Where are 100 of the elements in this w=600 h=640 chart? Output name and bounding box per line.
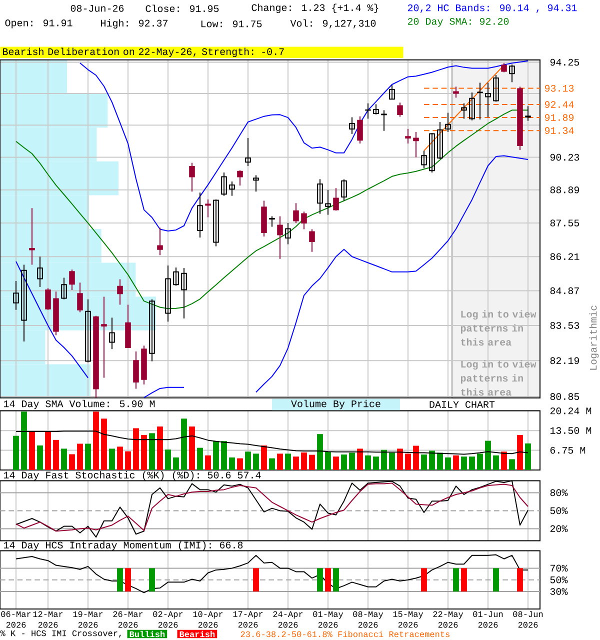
bar bbox=[141, 434, 147, 470]
chart-title: 14 Day SMA Volume: 5.90 M bbox=[4, 400, 155, 410]
candlestick bbox=[69, 269, 75, 291]
bar bbox=[45, 431, 51, 470]
y-tick-label: 84.87 bbox=[550, 287, 579, 294]
bar bbox=[469, 456, 475, 470]
bar bbox=[85, 444, 91, 470]
ref-line-label: 92.44 bbox=[544, 101, 574, 108]
ref-line-label: 93.13 bbox=[544, 84, 574, 92]
bar bbox=[357, 448, 363, 470]
bar bbox=[341, 454, 347, 470]
candlestick bbox=[149, 298, 155, 362]
bar bbox=[333, 456, 339, 470]
x-tick-label: 08-Jun 2026 bbox=[513, 611, 543, 628]
ref-line-label: 91.89 bbox=[544, 114, 574, 121]
candlestick bbox=[469, 92, 475, 121]
y-tick-label: 87.55 bbox=[550, 220, 580, 226]
bar bbox=[509, 459, 515, 470]
bar bbox=[157, 426, 163, 470]
bar bbox=[309, 454, 315, 470]
bar bbox=[77, 444, 83, 470]
candlestick bbox=[29, 208, 35, 266]
bar bbox=[437, 452, 443, 470]
bar bbox=[285, 454, 291, 470]
x-tick-label: 17-Apr 2026 bbox=[233, 611, 263, 628]
candlestick bbox=[485, 82, 491, 118]
chart-subtitle: Bearish Deliberation on 22-May-26, Strength: -0.7 bbox=[3, 48, 284, 58]
bar bbox=[221, 441, 227, 470]
bar bbox=[117, 446, 123, 470]
bar bbox=[325, 452, 331, 470]
candlestick bbox=[157, 227, 163, 256]
candlestick bbox=[301, 211, 307, 230]
candlestick bbox=[333, 188, 339, 212]
y-tick-label: 80.85 bbox=[550, 393, 580, 400]
y-tick-label: 82.19 bbox=[550, 357, 580, 364]
y-tick-label: 30% bbox=[550, 588, 568, 595]
bar bbox=[485, 440, 491, 470]
bar bbox=[413, 446, 419, 470]
candlestick bbox=[477, 82, 483, 120]
candlestick bbox=[317, 178, 323, 214]
bar bbox=[213, 441, 219, 470]
candlestick bbox=[221, 172, 227, 196]
bar bbox=[229, 457, 235, 470]
bar bbox=[397, 448, 403, 470]
candlestick bbox=[429, 132, 435, 174]
x-tick-label: 19-Mar 2026 bbox=[73, 611, 103, 628]
candlestick bbox=[357, 116, 363, 144]
bar bbox=[293, 456, 299, 470]
candlestick bbox=[325, 189, 331, 216]
text: DAILY CHART bbox=[430, 401, 495, 408]
text: Vol: 9,127,310 bbox=[290, 19, 376, 28]
bar bbox=[13, 436, 19, 470]
candlestick bbox=[205, 198, 211, 218]
candlestick bbox=[181, 268, 187, 319]
x-tick-label: 10-Apr 2026 bbox=[193, 611, 223, 628]
bar bbox=[389, 452, 395, 470]
bar bbox=[69, 454, 75, 470]
chart-title: 14 Day Fast Stochastic (%K) (%D): 50.6 57.4 bbox=[4, 471, 261, 480]
candlestick bbox=[277, 216, 283, 260]
bar bbox=[93, 412, 99, 470]
text: Open: 91.91 bbox=[5, 20, 72, 28]
y-tick-label: 80% bbox=[550, 489, 568, 496]
bar bbox=[205, 455, 211, 470]
y-tick-label: 88.89 bbox=[550, 186, 580, 194]
bar bbox=[109, 448, 115, 470]
text: Bullish bbox=[130, 630, 165, 638]
candlestick bbox=[133, 350, 139, 390]
x-tick-label: 06-Mar 2026 bbox=[1, 611, 31, 628]
text: 23.6-38.2-50-61.8% Fibonacci Retracements bbox=[240, 630, 450, 638]
text: Bearish bbox=[180, 630, 215, 638]
bar bbox=[181, 418, 187, 470]
bar bbox=[173, 457, 179, 470]
bar bbox=[421, 454, 427, 470]
x-tick-label: 24-Apr 2026 bbox=[273, 611, 303, 628]
y-tick-label: 94.25 bbox=[550, 58, 580, 66]
bar bbox=[253, 454, 259, 470]
bar bbox=[501, 452, 507, 470]
candlestick bbox=[101, 296, 107, 378]
text: 20,2 HC Bands: 90.14 , 94.31 bbox=[408, 4, 577, 13]
candlestick bbox=[85, 298, 91, 363]
y-tick-label: 50% bbox=[550, 507, 568, 514]
x-tick-label: 26-Mar 2026 bbox=[113, 611, 143, 628]
candlestick bbox=[341, 178, 347, 201]
candlestick bbox=[21, 264, 27, 342]
bar bbox=[493, 455, 499, 470]
candlestick bbox=[13, 280, 19, 310]
bar bbox=[189, 426, 195, 470]
candlestick bbox=[309, 228, 315, 252]
candlestick bbox=[245, 138, 251, 166]
candlestick bbox=[173, 267, 179, 286]
chart-title: 14 Day HCS Intraday Momentum (IMI): 66.8 bbox=[4, 541, 243, 550]
bar bbox=[21, 412, 27, 470]
x-tick-label: 02-Apr 2026 bbox=[153, 611, 183, 628]
bar bbox=[149, 433, 155, 470]
candlestick bbox=[365, 102, 371, 120]
annotation: Log in to view patterns in this area bbox=[460, 360, 536, 396]
candlestick bbox=[165, 265, 171, 322]
x-tick-label: 08-May 2026 bbox=[353, 611, 384, 628]
candlestick bbox=[397, 102, 403, 118]
bar bbox=[245, 452, 251, 470]
